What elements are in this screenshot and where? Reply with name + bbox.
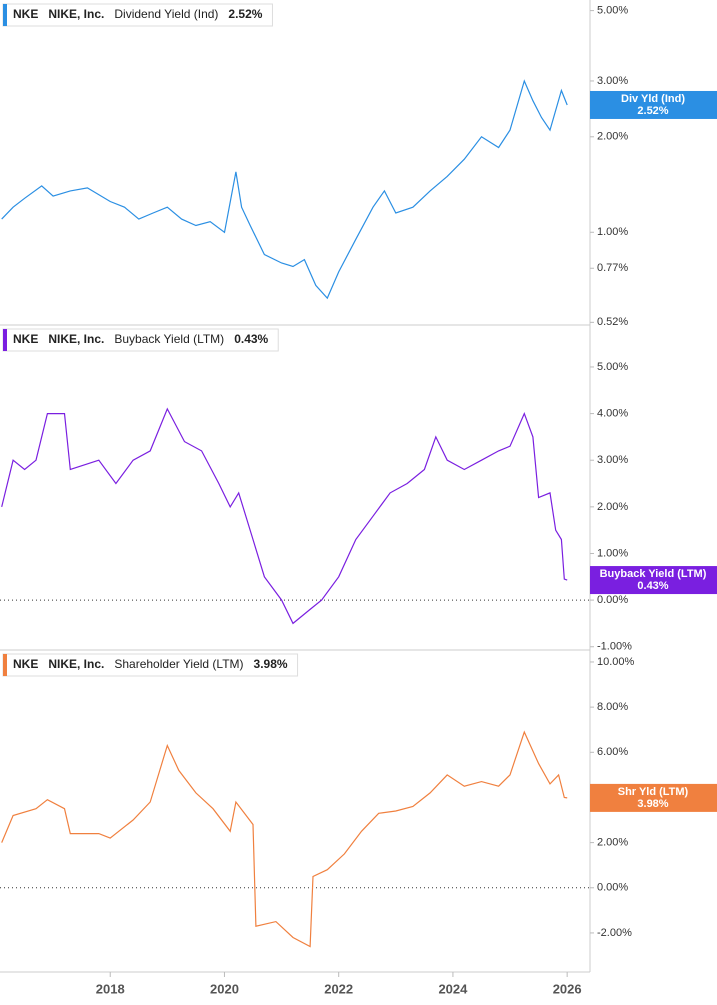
badge-label: Buyback Yield (LTM) bbox=[600, 568, 707, 580]
value-badge bbox=[590, 566, 717, 595]
y-tick-label: 3.00% bbox=[597, 454, 628, 466]
y-tick-label: -2.00% bbox=[597, 927, 632, 939]
series-line bbox=[1, 407, 568, 625]
badge-label: Div Yld (Ind) bbox=[621, 93, 685, 105]
y-tick-label: 1.00% bbox=[597, 226, 628, 238]
badge-value: 0.43% bbox=[637, 580, 668, 592]
header-metric: Buyback Yield (LTM) bbox=[114, 332, 224, 346]
header-accent bbox=[3, 654, 7, 676]
header-accent bbox=[3, 4, 7, 26]
header-ticker: NKE bbox=[13, 657, 38, 671]
y-tick-label: 0.00% bbox=[597, 882, 628, 894]
value-badge bbox=[590, 783, 717, 812]
x-tick-label: 2026 bbox=[553, 981, 582, 996]
y-tick-label: 0.00% bbox=[597, 594, 628, 606]
panel-header: NKE NIKE, Inc. Buyback Yield (LTM) 0.43% bbox=[2, 328, 279, 352]
x-tick-label: 2022 bbox=[324, 981, 353, 996]
y-tick-label: 0.52% bbox=[597, 316, 628, 328]
header-metric: Dividend Yield (Ind) bbox=[114, 7, 218, 21]
series-line bbox=[1, 730, 568, 948]
y-tick-label: 3.00% bbox=[597, 75, 628, 87]
y-tick-label: 5.00% bbox=[597, 361, 628, 373]
y-tick-label: 5.00% bbox=[597, 5, 628, 17]
header-ticker: NKE bbox=[13, 332, 38, 346]
header-value: 3.98% bbox=[254, 657, 288, 671]
y-tick-label: 2.00% bbox=[597, 837, 628, 849]
y-tick-label: 8.00% bbox=[597, 701, 628, 713]
header-metric: Shareholder Yield (LTM) bbox=[114, 657, 243, 671]
panel-header: NKE NIKE, Inc. Dividend Yield (Ind) 2.52% bbox=[2, 3, 273, 27]
value-badge bbox=[590, 90, 717, 119]
x-tick-label: 2018 bbox=[96, 981, 125, 996]
header-ticker: NKE bbox=[13, 7, 38, 21]
y-tick-label: 0.77% bbox=[597, 262, 628, 274]
header-company: NIKE, Inc. bbox=[48, 657, 104, 671]
header-value: 0.43% bbox=[234, 332, 268, 346]
y-tick-label: 10.00% bbox=[597, 656, 635, 668]
x-tick-label: 2020 bbox=[210, 981, 239, 996]
header-value: 2.52% bbox=[228, 7, 262, 21]
badge-label: Shr Yld (LTM) bbox=[618, 786, 689, 798]
x-tick-label: 2024 bbox=[438, 981, 468, 996]
header-company: NIKE, Inc. bbox=[48, 7, 104, 21]
header-accent bbox=[3, 329, 7, 351]
y-tick-label: 2.00% bbox=[597, 501, 628, 513]
badge-value: 2.52% bbox=[637, 105, 668, 117]
panel-header: NKE NIKE, Inc. Shareholder Yield (LTM) 3.98… bbox=[2, 653, 299, 677]
y-tick-label: 1.00% bbox=[597, 547, 628, 559]
header-company: NIKE, Inc. bbox=[48, 332, 104, 346]
y-tick-label: 6.00% bbox=[597, 746, 628, 758]
series-line bbox=[1, 79, 568, 300]
y-tick-label: 2.00% bbox=[597, 131, 628, 143]
y-tick-label: 4.00% bbox=[597, 408, 628, 420]
badge-value: 3.98% bbox=[637, 798, 668, 810]
y-tick-label: -1.00% bbox=[597, 641, 632, 653]
